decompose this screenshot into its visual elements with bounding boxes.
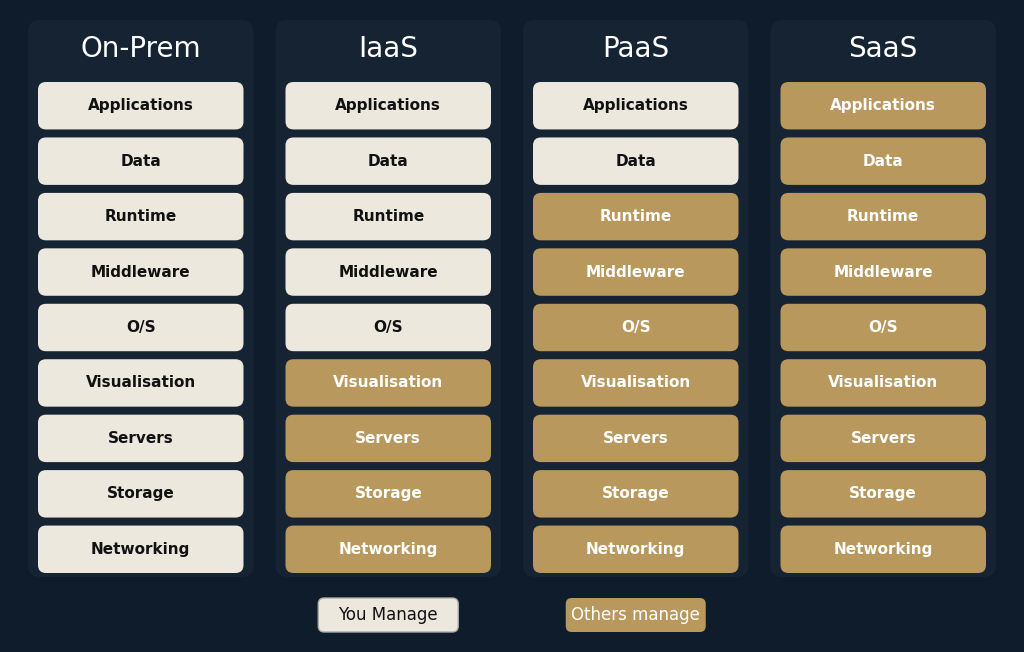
FancyBboxPatch shape [780, 82, 986, 130]
FancyBboxPatch shape [38, 304, 244, 351]
FancyBboxPatch shape [38, 526, 244, 573]
FancyBboxPatch shape [38, 193, 244, 241]
Text: Servers: Servers [108, 431, 174, 446]
FancyBboxPatch shape [286, 248, 490, 296]
Text: Applications: Applications [335, 98, 441, 113]
Text: Runtime: Runtime [104, 209, 177, 224]
Text: Networking: Networking [834, 542, 933, 557]
FancyBboxPatch shape [38, 248, 244, 296]
FancyBboxPatch shape [523, 20, 749, 577]
FancyBboxPatch shape [780, 248, 986, 296]
Text: Middleware: Middleware [586, 265, 685, 280]
FancyBboxPatch shape [286, 359, 490, 407]
FancyBboxPatch shape [534, 470, 738, 518]
FancyBboxPatch shape [286, 138, 490, 185]
FancyBboxPatch shape [780, 415, 986, 462]
FancyBboxPatch shape [534, 138, 738, 185]
Text: Visualisation: Visualisation [86, 376, 196, 391]
FancyBboxPatch shape [38, 138, 244, 185]
FancyBboxPatch shape [534, 304, 738, 351]
Text: O/S: O/S [868, 320, 898, 335]
FancyBboxPatch shape [780, 304, 986, 351]
FancyBboxPatch shape [286, 415, 490, 462]
FancyBboxPatch shape [534, 248, 738, 296]
FancyBboxPatch shape [534, 359, 738, 407]
Text: Servers: Servers [355, 431, 421, 446]
Text: Storage: Storage [106, 486, 175, 501]
Text: Middleware: Middleware [834, 265, 933, 280]
FancyBboxPatch shape [286, 470, 490, 518]
FancyBboxPatch shape [770, 20, 996, 577]
Text: Runtime: Runtime [352, 209, 424, 224]
Text: Data: Data [863, 154, 903, 169]
Text: Data: Data [615, 154, 656, 169]
FancyBboxPatch shape [565, 598, 706, 632]
FancyBboxPatch shape [780, 359, 986, 407]
FancyBboxPatch shape [286, 82, 490, 130]
FancyBboxPatch shape [780, 526, 986, 573]
Text: On-Prem: On-Prem [81, 35, 201, 63]
Text: Data: Data [368, 154, 409, 169]
Text: IaaS: IaaS [358, 35, 418, 63]
FancyBboxPatch shape [780, 138, 986, 185]
FancyBboxPatch shape [780, 193, 986, 241]
Text: SaaS: SaaS [849, 35, 918, 63]
Text: O/S: O/S [621, 320, 650, 335]
Text: Networking: Networking [91, 542, 190, 557]
FancyBboxPatch shape [286, 304, 490, 351]
FancyBboxPatch shape [286, 526, 490, 573]
Text: Applications: Applications [88, 98, 194, 113]
Text: Servers: Servers [850, 431, 916, 446]
FancyBboxPatch shape [28, 20, 254, 577]
FancyBboxPatch shape [534, 82, 738, 130]
FancyBboxPatch shape [38, 82, 244, 130]
Text: Visualisation: Visualisation [581, 376, 691, 391]
Text: Middleware: Middleware [91, 265, 190, 280]
Text: Storage: Storage [354, 486, 422, 501]
FancyBboxPatch shape [318, 598, 459, 632]
Text: O/S: O/S [126, 320, 156, 335]
FancyBboxPatch shape [38, 359, 244, 407]
Text: Applications: Applications [830, 98, 936, 113]
Text: You Manage: You Manage [339, 606, 438, 624]
FancyBboxPatch shape [275, 20, 501, 577]
Text: Middleware: Middleware [339, 265, 438, 280]
Text: Servers: Servers [603, 431, 669, 446]
Text: Applications: Applications [583, 98, 689, 113]
Text: Others manage: Others manage [571, 606, 700, 624]
Text: Storage: Storage [602, 486, 670, 501]
Text: Storage: Storage [849, 486, 918, 501]
Text: Runtime: Runtime [847, 209, 920, 224]
Text: Runtime: Runtime [600, 209, 672, 224]
Text: PaaS: PaaS [602, 35, 670, 63]
Text: Visualisation: Visualisation [828, 376, 938, 391]
Text: Data: Data [121, 154, 161, 169]
FancyBboxPatch shape [534, 415, 738, 462]
Text: Visualisation: Visualisation [333, 376, 443, 391]
FancyBboxPatch shape [534, 526, 738, 573]
Text: Networking: Networking [586, 542, 685, 557]
FancyBboxPatch shape [534, 193, 738, 241]
FancyBboxPatch shape [38, 470, 244, 518]
FancyBboxPatch shape [780, 470, 986, 518]
Text: Networking: Networking [339, 542, 438, 557]
FancyBboxPatch shape [286, 193, 490, 241]
Text: O/S: O/S [374, 320, 403, 335]
FancyBboxPatch shape [38, 415, 244, 462]
